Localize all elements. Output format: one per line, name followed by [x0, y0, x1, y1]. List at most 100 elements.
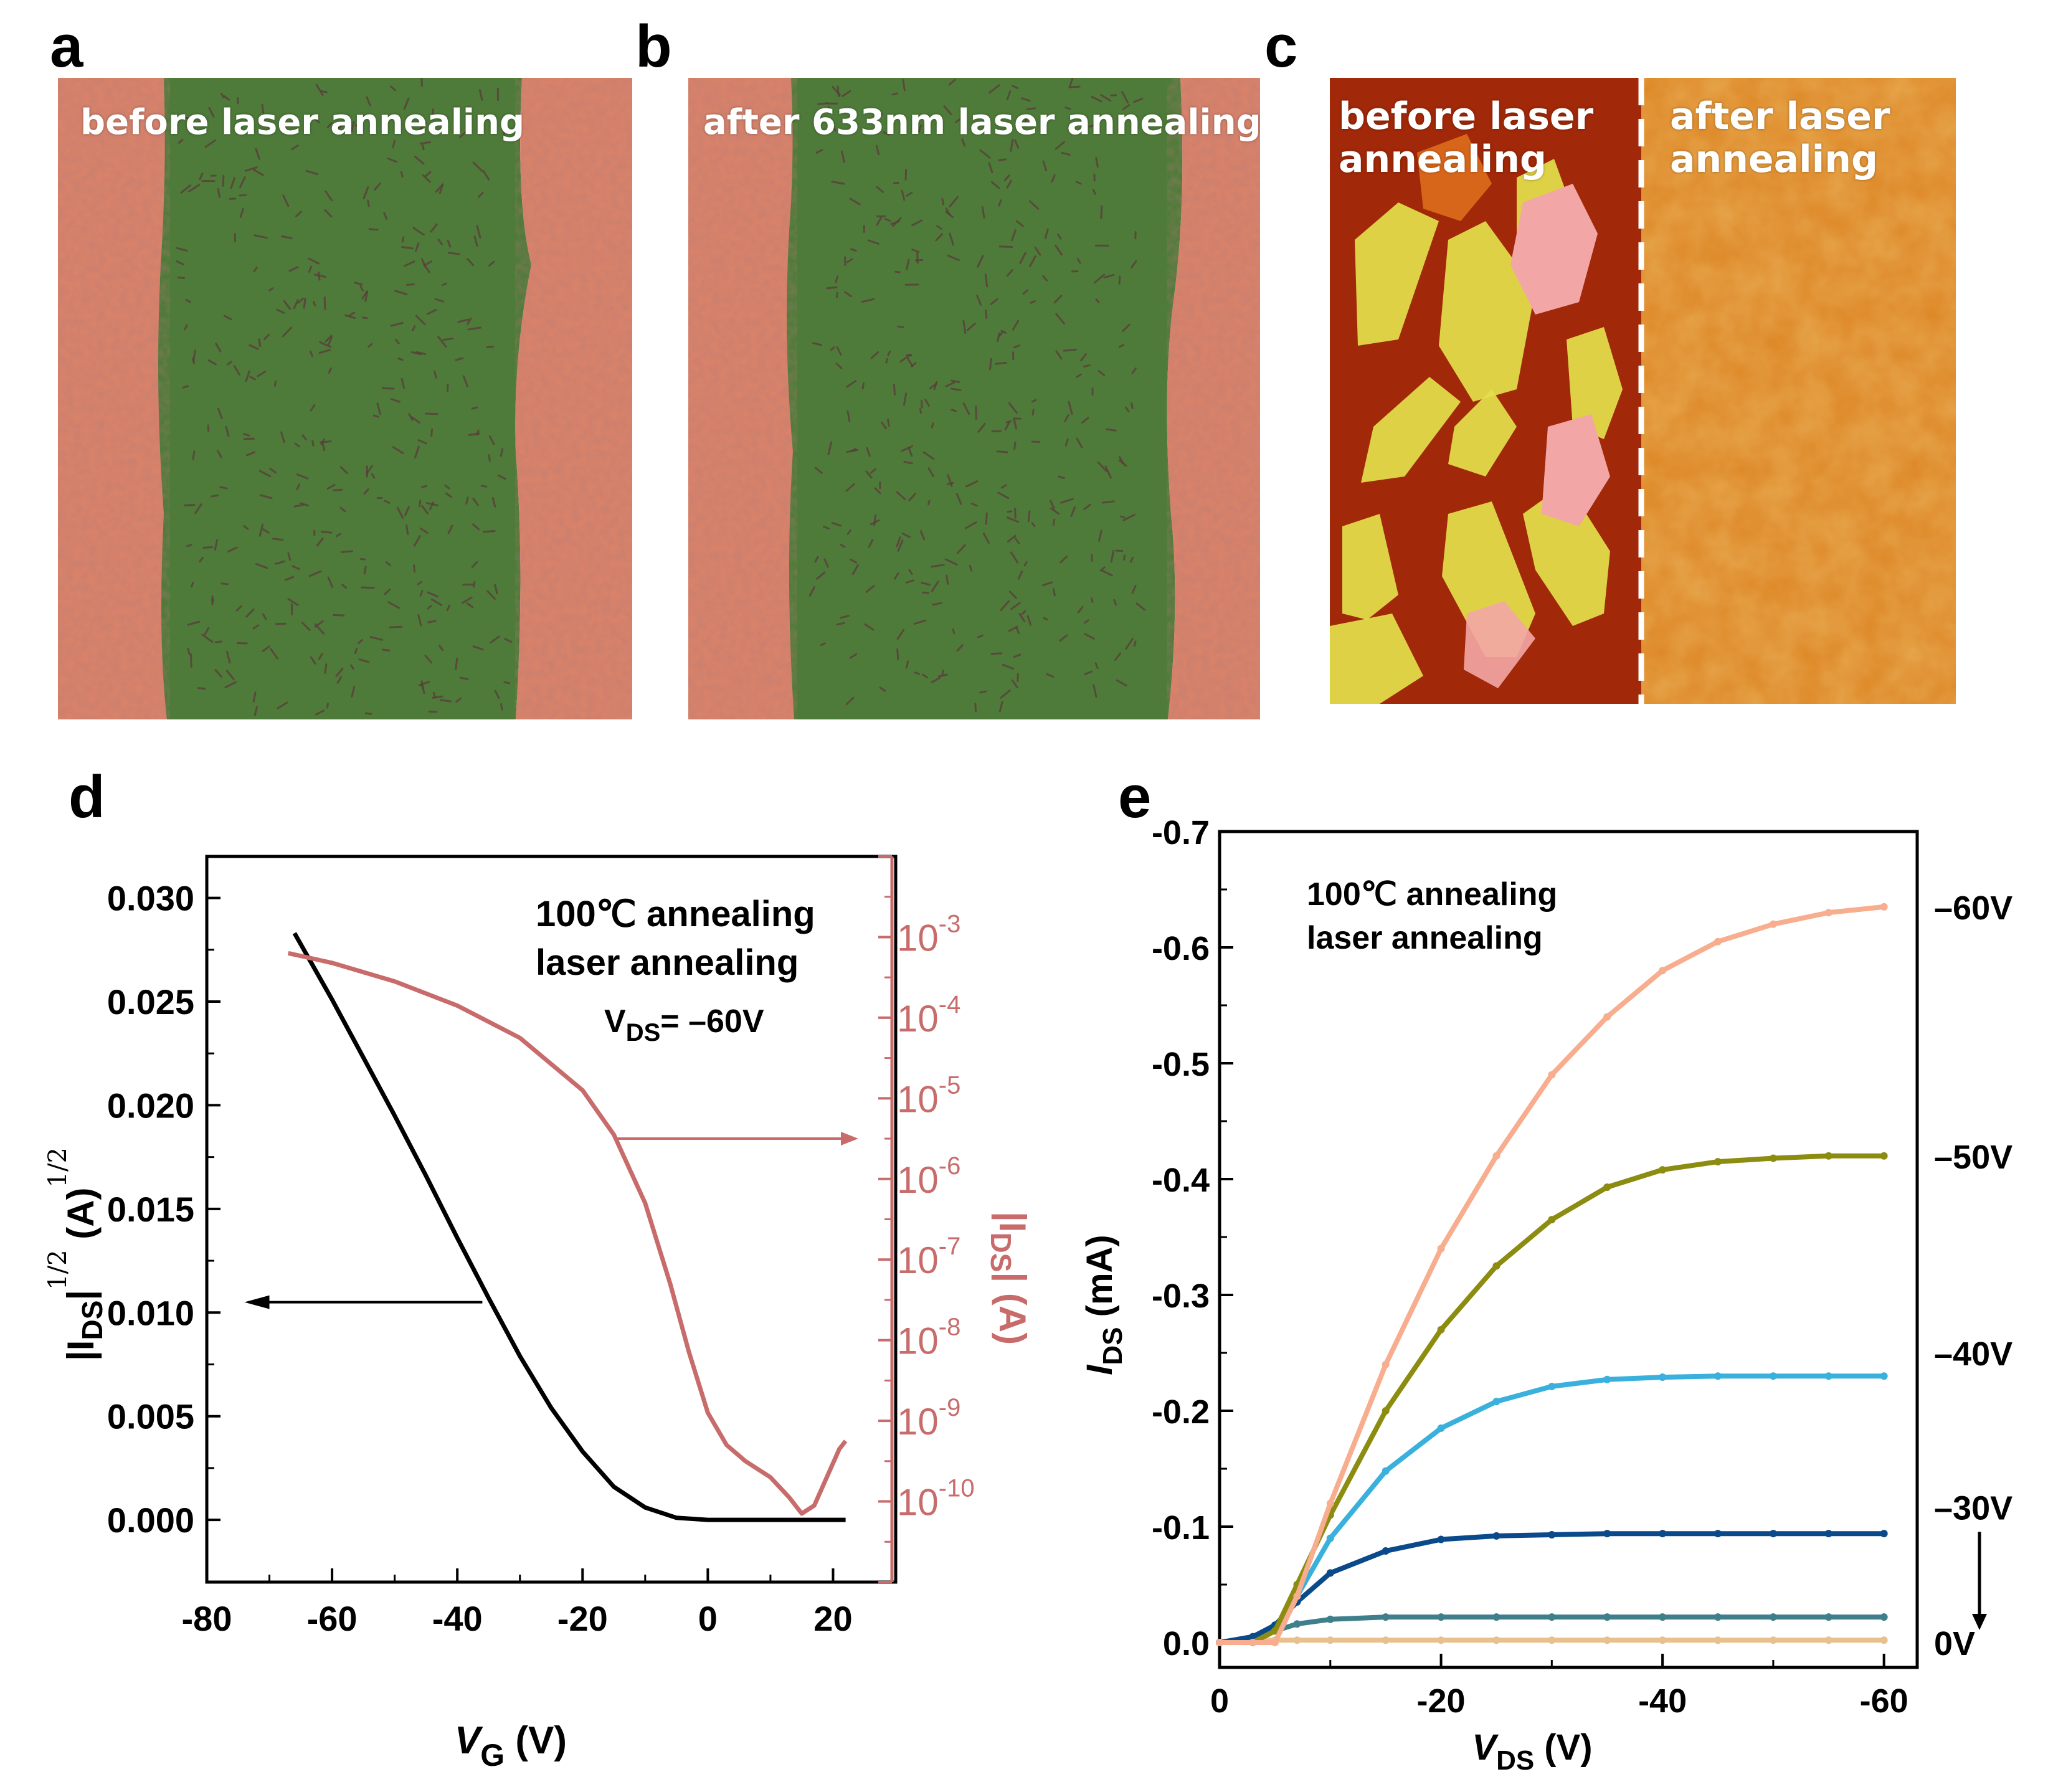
y-tick-label: -0.3	[1152, 1278, 1210, 1315]
speck	[315, 709, 325, 716]
speck	[184, 504, 196, 506]
speck	[490, 635, 501, 644]
speck	[947, 254, 960, 262]
speck	[301, 622, 311, 632]
speck	[425, 260, 433, 265]
speck	[903, 392, 908, 406]
speck	[192, 450, 196, 460]
speck	[927, 500, 931, 506]
speck	[263, 333, 270, 341]
y-tick-label: -0.2	[1152, 1393, 1210, 1431]
speck	[269, 467, 277, 474]
speck	[998, 199, 1002, 207]
speck	[1084, 633, 1095, 640]
point-0V	[1659, 1636, 1667, 1644]
speck	[997, 332, 1000, 343]
speck	[936, 225, 942, 230]
speck	[944, 558, 958, 566]
speck	[1002, 663, 1015, 670]
speck	[455, 657, 458, 670]
speck	[955, 118, 961, 123]
speck	[245, 451, 255, 457]
speck	[303, 298, 306, 309]
speck	[293, 504, 304, 508]
speck	[385, 561, 391, 566]
speck	[885, 358, 888, 364]
speck	[318, 349, 331, 354]
speck	[424, 171, 432, 178]
speck	[882, 131, 890, 136]
point--20V	[1603, 1613, 1611, 1621]
speck	[354, 648, 358, 655]
speck	[816, 571, 826, 580]
speck	[284, 576, 294, 581]
speck	[981, 206, 985, 219]
speck	[990, 181, 1000, 189]
speck	[296, 473, 309, 480]
annotation-line1: 100℃ annealing	[536, 894, 815, 934]
x-tick-label: -20	[557, 1599, 608, 1638]
speck	[262, 528, 270, 534]
speck	[488, 260, 495, 267]
point--60V	[1293, 1592, 1301, 1600]
speck	[387, 157, 397, 163]
speck	[361, 586, 375, 589]
speck	[394, 290, 408, 295]
speck	[1006, 179, 1013, 189]
speck	[1100, 93, 1112, 102]
speck	[962, 320, 967, 334]
speck	[956, 644, 964, 652]
point-0V	[1548, 1636, 1556, 1644]
speck	[258, 338, 262, 348]
speck	[262, 613, 267, 620]
x-axis-label: VG (V)	[455, 1719, 567, 1773]
speck	[235, 605, 242, 612]
speck	[1131, 367, 1137, 374]
point--50V	[1714, 1158, 1722, 1166]
speck	[949, 232, 954, 246]
y-axis-label-left: |IDS|1/2 (A)1/2	[44, 1147, 108, 1361]
y-tick-label-left: 0.010	[107, 1293, 194, 1332]
speck	[922, 451, 935, 460]
speck	[230, 177, 236, 189]
point--20V	[1293, 1620, 1301, 1628]
speck	[462, 375, 469, 387]
afm-crystal	[1355, 202, 1439, 346]
speck	[419, 681, 430, 686]
speck	[350, 664, 354, 670]
speck	[252, 624, 260, 630]
speck	[226, 361, 232, 366]
speck	[1060, 555, 1068, 564]
speck	[831, 521, 842, 527]
point--20V	[1714, 1613, 1722, 1621]
point-0V	[1880, 1636, 1888, 1644]
y-tick-label-right: 10-6	[897, 1152, 960, 1201]
speck	[1133, 97, 1144, 103]
speck	[472, 161, 483, 173]
speck	[207, 359, 217, 366]
speck	[977, 634, 984, 638]
speck	[982, 533, 990, 544]
speck	[320, 531, 333, 534]
speck	[335, 533, 341, 538]
speck	[355, 124, 361, 130]
speck	[897, 325, 904, 328]
speck	[467, 317, 472, 325]
speck	[226, 670, 235, 681]
speck	[215, 343, 222, 353]
speck	[224, 681, 237, 688]
speck	[471, 561, 478, 568]
speck	[867, 239, 879, 245]
speck	[500, 703, 503, 711]
speck	[970, 503, 978, 507]
speck	[851, 564, 859, 576]
speck	[274, 560, 285, 565]
y-tick-label-left: 0.005	[107, 1397, 194, 1436]
speck	[1012, 85, 1019, 89]
speck	[814, 467, 823, 474]
speck	[503, 681, 511, 685]
speck	[1101, 569, 1113, 577]
speck	[1045, 673, 1055, 678]
x-axis-label: VDS (V)	[1472, 1727, 1592, 1776]
point--30V	[1603, 1530, 1611, 1538]
